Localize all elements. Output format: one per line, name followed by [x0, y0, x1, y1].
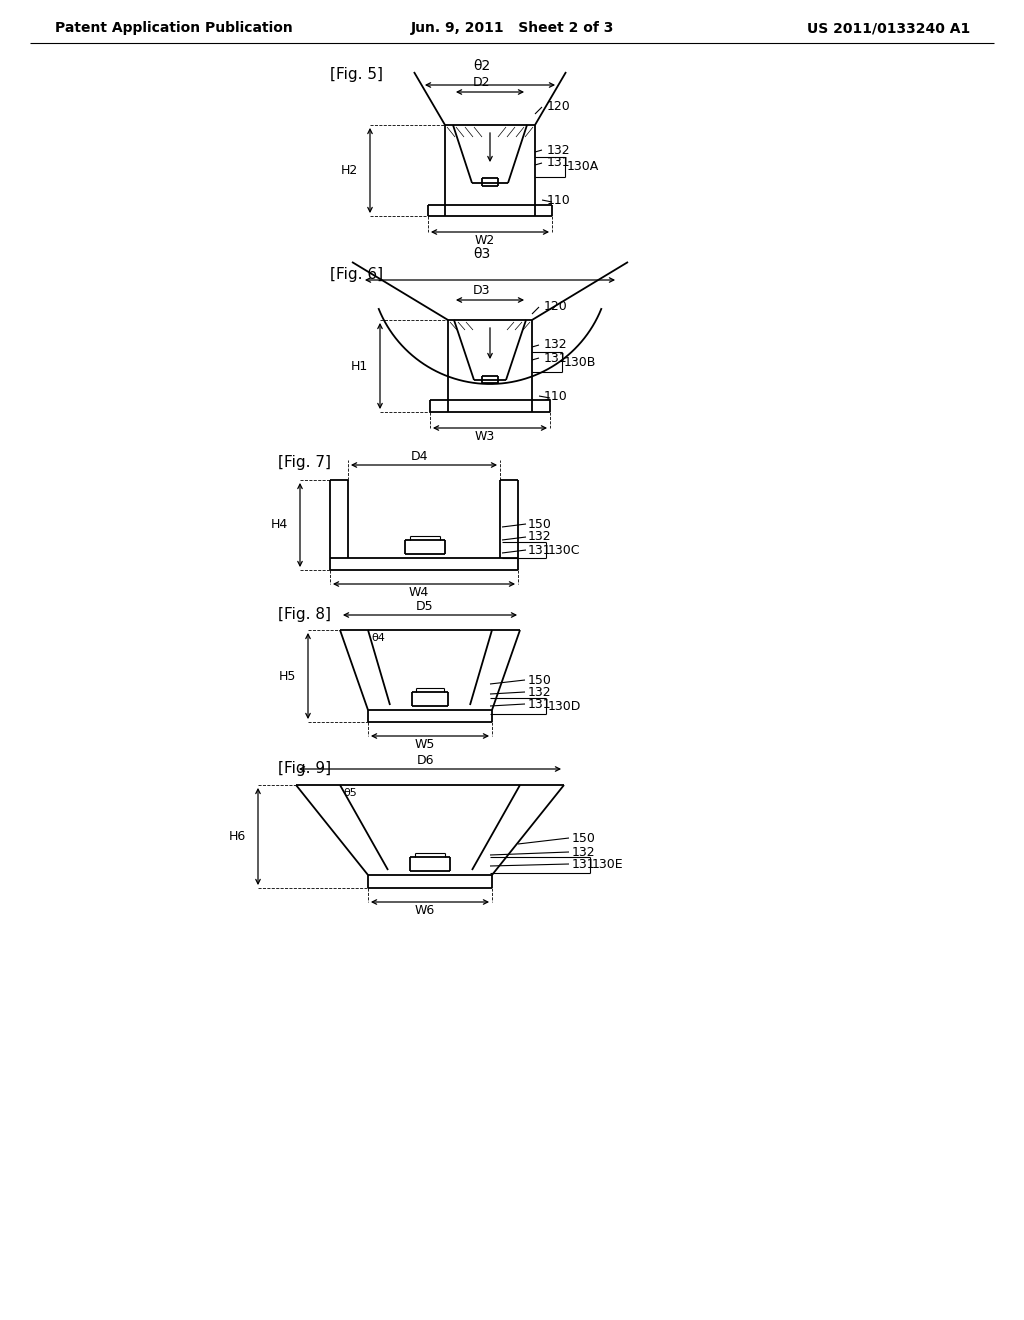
- Text: 131: 131: [528, 544, 552, 557]
- Text: Patent Application Publication: Patent Application Publication: [55, 21, 293, 36]
- Text: W5: W5: [415, 738, 435, 751]
- Text: 132: 132: [544, 338, 567, 351]
- Text: H6: H6: [228, 830, 246, 843]
- Text: 130A: 130A: [567, 161, 599, 173]
- Text: 132: 132: [528, 531, 552, 544]
- Text: D5: D5: [416, 599, 434, 612]
- Text: 120: 120: [544, 301, 567, 314]
- Text: H5: H5: [279, 669, 296, 682]
- Text: 110: 110: [547, 194, 570, 206]
- Text: W6: W6: [415, 904, 435, 917]
- Text: [Fig. 9]: [Fig. 9]: [278, 760, 331, 776]
- Text: H4: H4: [270, 519, 288, 532]
- Text: 130B: 130B: [564, 355, 596, 368]
- Text: D6: D6: [416, 754, 434, 767]
- Text: [Fig. 7]: [Fig. 7]: [278, 454, 331, 470]
- Text: H2: H2: [341, 164, 358, 177]
- Text: 150: 150: [528, 673, 552, 686]
- Text: θ2: θ2: [473, 59, 490, 73]
- Text: [Fig. 6]: [Fig. 6]: [330, 268, 383, 282]
- Text: Jun. 9, 2011   Sheet 2 of 3: Jun. 9, 2011 Sheet 2 of 3: [411, 21, 613, 36]
- Text: 150: 150: [572, 832, 596, 845]
- Text: W2: W2: [475, 235, 496, 248]
- Text: 132: 132: [572, 846, 596, 858]
- Text: D3: D3: [473, 285, 490, 297]
- Text: 110: 110: [544, 389, 567, 403]
- Text: 150: 150: [528, 517, 552, 531]
- Text: 130D: 130D: [548, 700, 582, 713]
- Text: [Fig. 5]: [Fig. 5]: [330, 67, 383, 82]
- Text: US 2011/0133240 A1: US 2011/0133240 A1: [807, 21, 970, 36]
- Text: 130E: 130E: [592, 858, 624, 871]
- Text: 132: 132: [547, 144, 570, 157]
- Text: 120: 120: [547, 100, 570, 114]
- Text: θ4: θ4: [371, 634, 385, 643]
- Text: 131: 131: [572, 858, 596, 870]
- Text: 131: 131: [544, 351, 567, 364]
- Text: 131: 131: [528, 697, 552, 710]
- Text: H1: H1: [351, 359, 368, 372]
- Text: [Fig. 8]: [Fig. 8]: [278, 606, 331, 622]
- Text: 130C: 130C: [548, 544, 581, 557]
- Text: 132: 132: [528, 685, 552, 698]
- Text: D2: D2: [473, 77, 490, 90]
- Text: W4: W4: [409, 586, 429, 599]
- Text: θ3: θ3: [473, 247, 490, 261]
- Text: W3: W3: [475, 430, 496, 444]
- Text: θ5: θ5: [343, 788, 356, 799]
- Text: 131: 131: [547, 157, 570, 169]
- Text: D4: D4: [411, 450, 428, 462]
